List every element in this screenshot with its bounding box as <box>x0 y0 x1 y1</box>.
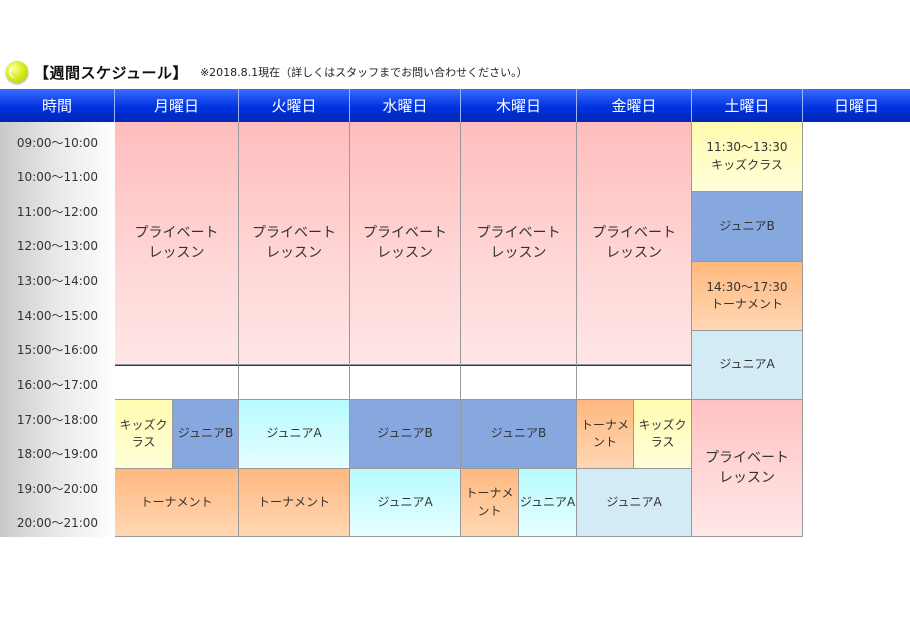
time-label: 14:00～15:00 <box>16 309 99 323</box>
saturday-kids-class: 11:30～13:30 キッズクラス <box>692 122 803 192</box>
friday-private-lesson: プライベート レッスン <box>577 122 692 365</box>
time-label: 11:00～12:00 <box>16 205 99 219</box>
tuesday-private-lesson: プライベート レッスン <box>239 122 350 365</box>
tuesday-tournament: トーナメント <box>239 469 350 537</box>
time-label: 18:00～19:00 <box>16 447 99 461</box>
friday-junior-a: ジュニアA <box>577 469 692 537</box>
header-tuesday: 火曜日 <box>239 89 350 122</box>
header-thursday: 木曜日 <box>461 89 577 122</box>
header-monday: 月曜日 <box>115 89 239 122</box>
tennis-ball-icon <box>6 61 28 83</box>
friday-kids-class: キッズクラス <box>634 400 692 469</box>
page-title: 【週間スケジュール】 <box>34 63 188 82</box>
schedule-note: ※2018.8.1現在（詳しくはスタッフまでお問い合わせください。） <box>199 66 528 79</box>
wednesday-junior-a: ジュニアA <box>350 469 461 537</box>
wednesday-private-lesson: プライベート レッスン <box>350 122 461 365</box>
monday-tournament: トーナメント <box>115 469 239 537</box>
time-label: 17:00～18:00 <box>16 413 99 427</box>
time-label: 13:00～14:00 <box>16 274 99 288</box>
saturday-tournament: 14:30～17:30 トーナメント <box>692 262 803 331</box>
thursday-tournament: トーナメント <box>461 469 519 537</box>
time-label: 12:00～13:00 <box>16 239 99 253</box>
header-time: 時間 <box>0 89 115 122</box>
header-wednesday: 水曜日 <box>350 89 461 122</box>
wednesday-junior-b: ジュニアB <box>350 400 461 469</box>
time-column: 09:00～10:00 10:00～11:00 11:00～12:00 12:0… <box>0 122 115 537</box>
empty-slot <box>350 365 461 400</box>
friday-tournament: トーナメント <box>577 400 634 469</box>
schedule-header: 時間 月曜日 火曜日 水曜日 木曜日 金曜日 土曜日 日曜日 <box>0 89 910 122</box>
time-label: 19:00～20:00 <box>16 482 99 496</box>
saturday-junior-a: ジュニアA <box>692 331 803 400</box>
header-sunday: 日曜日 <box>833 97 879 115</box>
thursday-private-lesson: プライベート レッスン <box>461 122 577 365</box>
time-label: 15:00～16:00 <box>16 343 99 357</box>
thursday-junior-a: ジュニアA <box>519 469 577 537</box>
monday-kids-class: キッズクラス <box>115 400 173 469</box>
time-label: 20:00～21:00 <box>16 516 99 530</box>
tuesday-junior-a: ジュニアA <box>239 400 350 469</box>
time-label: 09:00～10:00 <box>16 136 99 150</box>
time-label: 10:00～11:00 <box>16 170 99 184</box>
empty-slot <box>115 365 239 400</box>
empty-slot <box>461 365 577 400</box>
saturday-private-lesson: プライベート レッスン <box>692 400 803 537</box>
monday-junior-b: ジュニアB <box>173 400 239 469</box>
header-friday: 金曜日 <box>577 89 692 122</box>
header-saturday: 土曜日 <box>692 89 803 122</box>
monday-private-lesson: プライベート レッスン <box>115 122 239 365</box>
thursday-junior-b: ジュニアB <box>461 400 577 469</box>
title-row: 【週間スケジュール】 ※2018.8.1現在（詳しくはスタッフまでお問い合わせく… <box>6 58 528 86</box>
time-label: 16:00～17:00 <box>16 378 99 392</box>
saturday-junior-b: ジュニアB <box>692 192 803 262</box>
empty-slot <box>239 365 350 400</box>
empty-slot <box>577 365 692 400</box>
